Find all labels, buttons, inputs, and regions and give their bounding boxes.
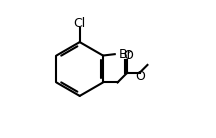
Text: Br: Br (119, 48, 132, 61)
Text: O: O (136, 70, 146, 83)
Text: Cl: Cl (74, 17, 86, 30)
Text: O: O (123, 49, 133, 62)
